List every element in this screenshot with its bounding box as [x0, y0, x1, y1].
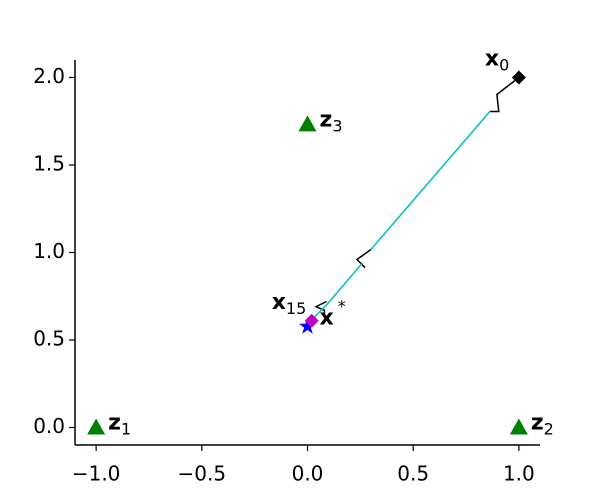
x-tick-label: −1.0 [72, 462, 121, 486]
y-tick-label: 0.5 [33, 327, 65, 351]
label-sub: 2 [544, 419, 554, 438]
label-main: x [485, 47, 499, 72]
x-tick-label: −0.5 [178, 462, 227, 486]
marker [87, 418, 106, 435]
label-main: z [531, 411, 544, 436]
marker [298, 317, 317, 334]
x-tick-label: 1.0 [503, 462, 535, 486]
label-main: z [320, 107, 333, 132]
point-label: x * [320, 296, 346, 331]
label-main: x [320, 306, 334, 331]
y-tick-label: 2.0 [33, 64, 65, 88]
y-tick-label: 1.5 [33, 152, 65, 176]
label-sub: 15 [286, 298, 306, 317]
y-tick-label: 1.0 [33, 239, 65, 263]
trajectory [314, 76, 520, 318]
marker [298, 115, 317, 132]
point-label: z1 [108, 411, 131, 439]
trajectory [311, 110, 491, 322]
y-tick-label: 0.0 [33, 414, 65, 438]
marker [509, 418, 528, 435]
point-label: x15 [272, 290, 307, 318]
x-tick-label: 0.0 [292, 462, 324, 486]
point-label: z2 [531, 411, 554, 439]
label-sup: * [338, 296, 346, 315]
marker [304, 313, 319, 328]
point-label: z3 [320, 107, 343, 134]
label-main: z [108, 411, 121, 436]
label-sub: 1 [121, 419, 131, 438]
marker [511, 70, 526, 85]
x-tick-label: 0.5 [397, 462, 429, 486]
label-sub: 3 [332, 116, 342, 135]
label-main: x [272, 290, 286, 315]
label-sub: 0 [499, 55, 509, 74]
point-label: x0 [485, 47, 509, 75]
